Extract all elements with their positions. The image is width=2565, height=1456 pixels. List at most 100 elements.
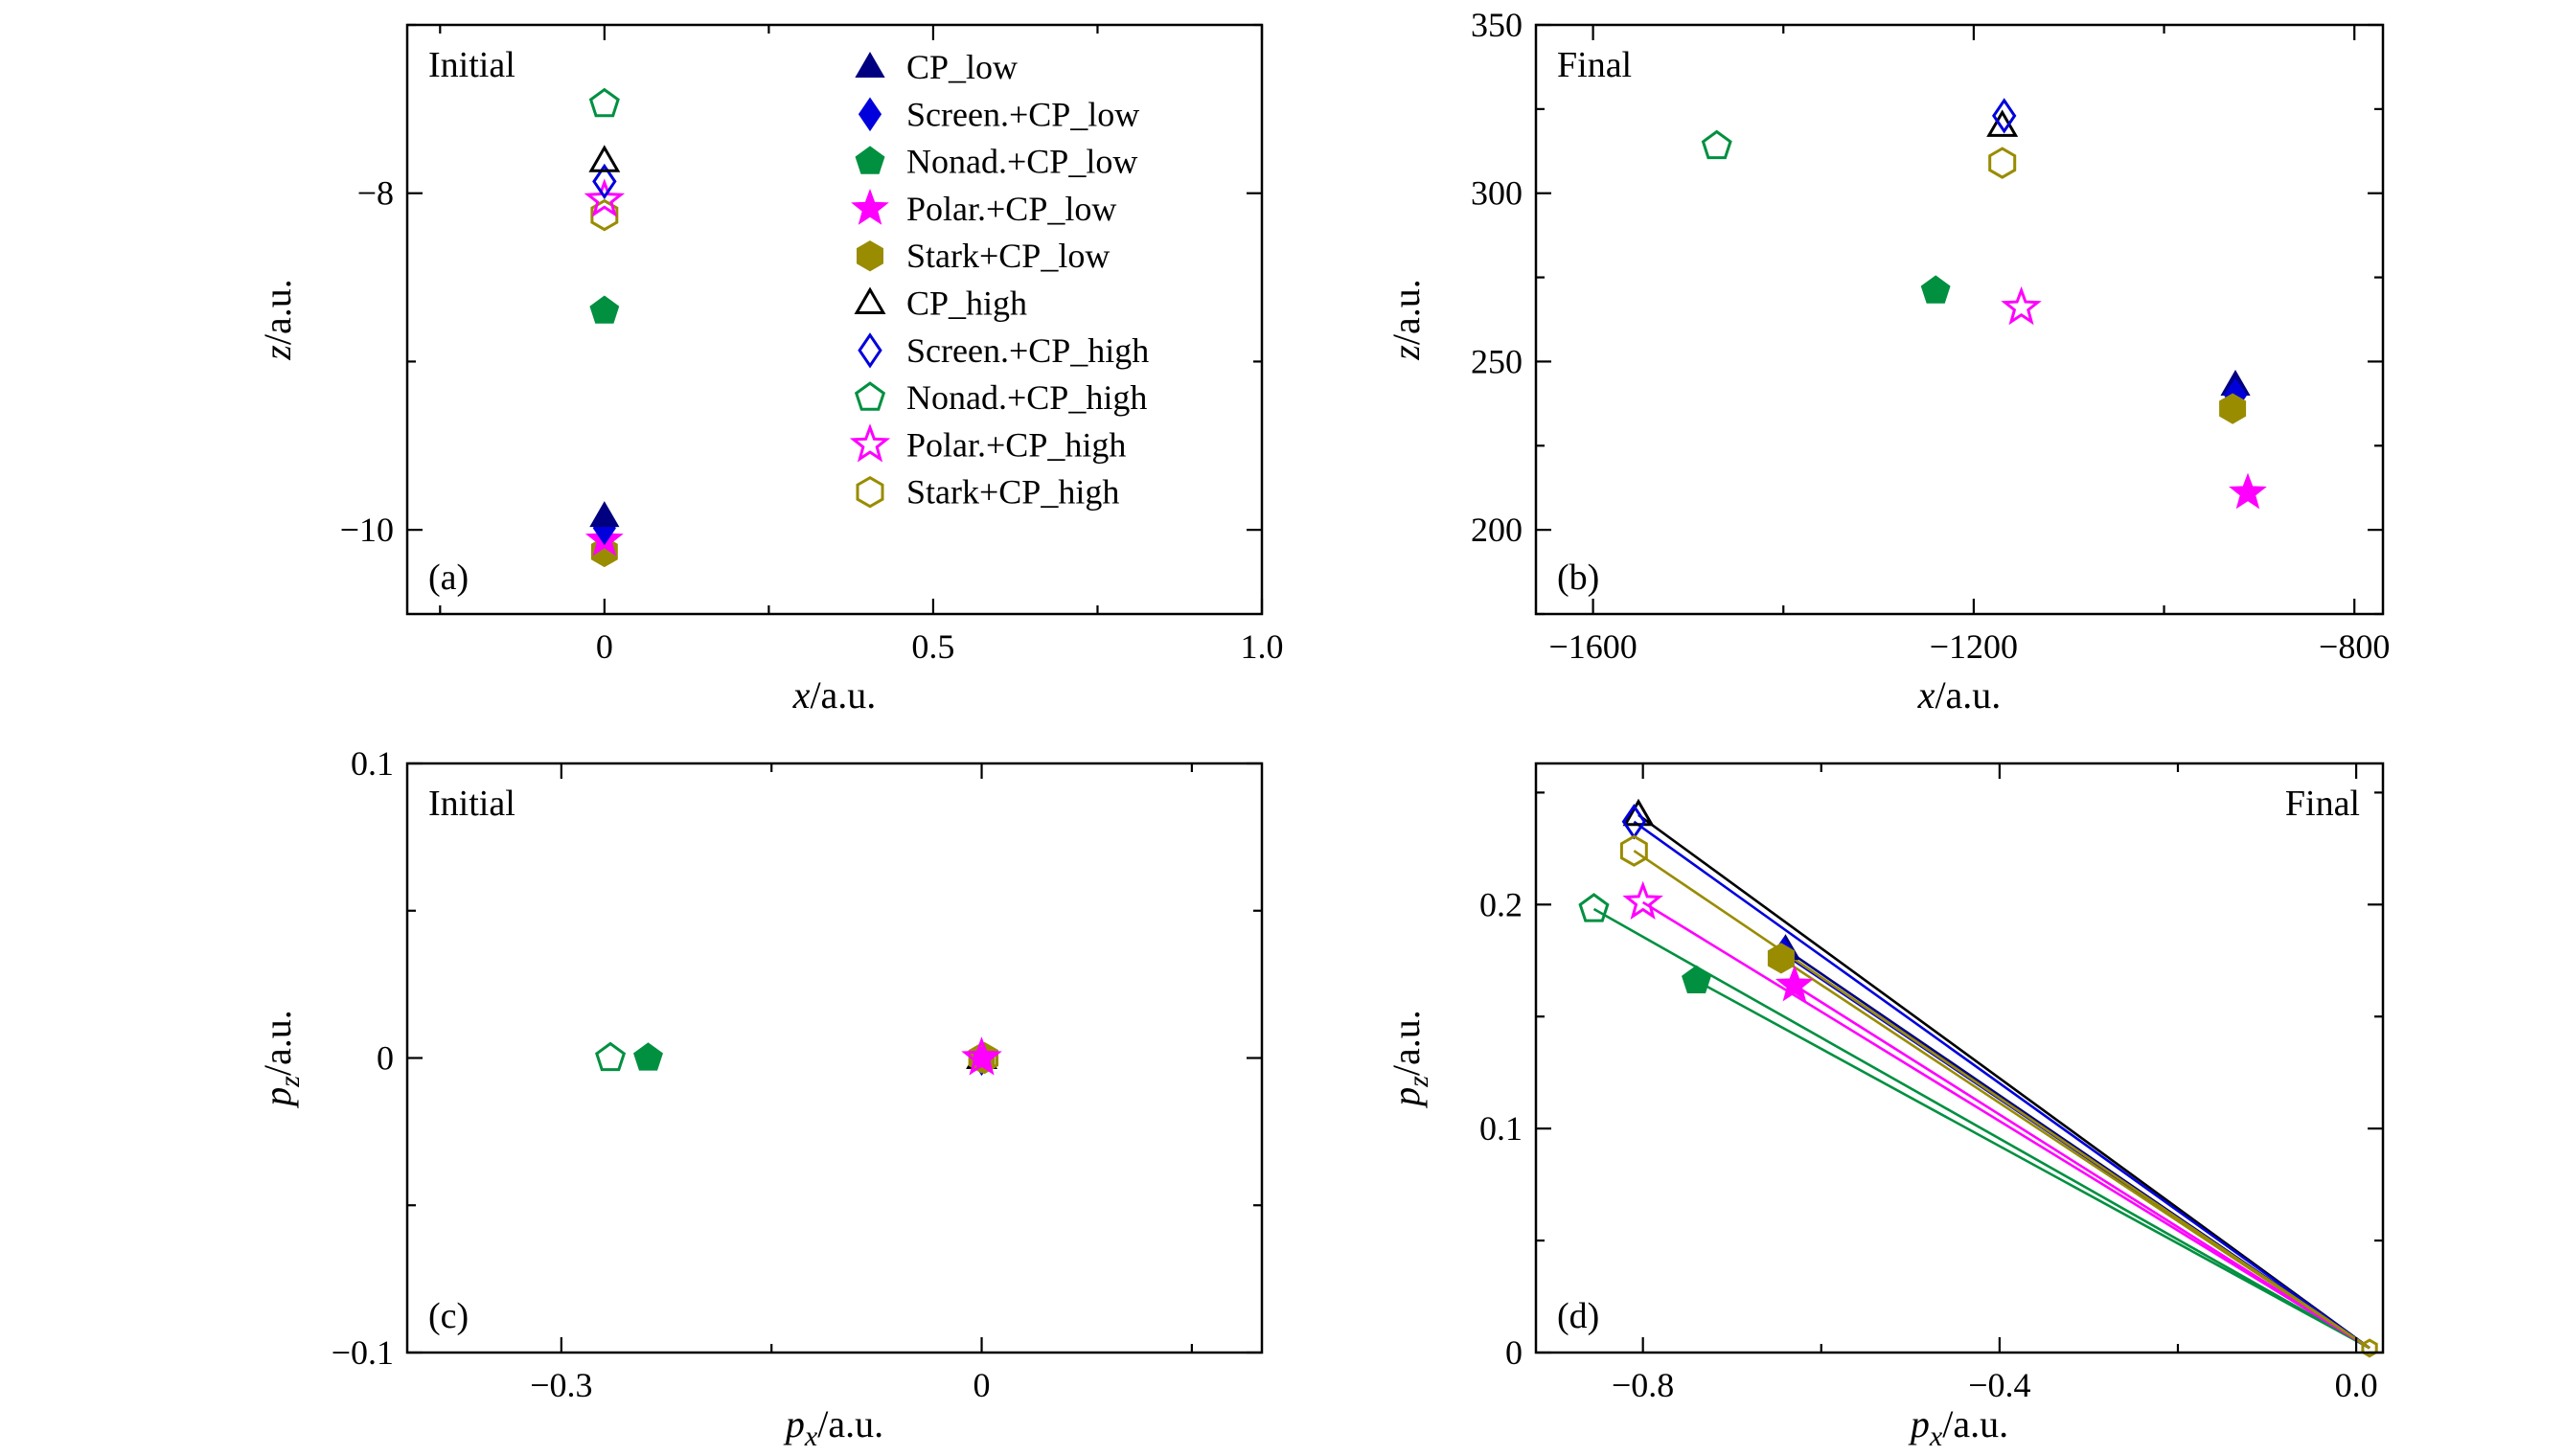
panel-a-yaxis-title: z/a.u. — [256, 279, 299, 360]
legend-marker-Polar_CP_low — [851, 189, 889, 225]
x-tick-label: 0.5 — [911, 627, 954, 666]
legend-label-CP_low: CP_low — [906, 48, 1018, 86]
legend-label-Polar_CP_low: Polar.+CP_low — [906, 190, 1116, 228]
x-tick-label: −0.8 — [1612, 1366, 1674, 1404]
panel-b-title: Final — [1557, 45, 1632, 85]
marker-Polar_CP_high — [584, 178, 626, 217]
panel-a: 0 0.5 1.0 −10 −8 Initial (a) x/a.u. z/a.u. CP_low… — [256, 23, 1284, 717]
legend-marker-Stark_CP_low — [857, 240, 883, 272]
x-tick-label: −0.3 — [530, 1366, 592, 1404]
panel-c-yaxis-title: pz/a.u. — [256, 1010, 306, 1109]
legend-entry-Stark_CP_high: Stark+CP_high — [856, 473, 1119, 512]
legend-marker-Screen_CP_low — [858, 97, 882, 132]
marker-Stark_CP_low — [2219, 393, 2247, 424]
legend-entry-Screen_CP_low: Screen.+CP_low — [858, 95, 1139, 133]
panel-d-xaxis-title: px/a.u. — [1908, 1402, 2008, 1452]
marker-Screen_CP_high — [1991, 98, 2017, 134]
x-tick-label: 1.0 — [1241, 627, 1284, 666]
legend-entry-CP_low: CP_low — [855, 48, 1018, 86]
y-tick-label: 300 — [1471, 174, 1523, 213]
trajectory-line-Screen_CP_high — [1633, 820, 2370, 1350]
legend-entry-Screen_CP_high: Screen.+CP_high — [858, 331, 1149, 370]
marker-Stark_CP_high — [1619, 834, 1648, 867]
panel-b-corner-label: (b) — [1557, 557, 1599, 598]
marker-Stark_CP_high — [590, 198, 619, 232]
marker-Nonad_CP_low — [633, 1042, 663, 1071]
marker-Polar_CP_high — [1622, 880, 1663, 920]
x-tick-label: 0 — [596, 627, 613, 666]
panel-b-frame — [1534, 23, 2385, 616]
y-tick-label: 250 — [1471, 342, 1523, 380]
y-tick-label: 0.1 — [1479, 1109, 1523, 1148]
panel-a-frame — [405, 23, 1264, 616]
marker-Polar_CP_low — [2229, 472, 2267, 510]
marker-Polar_CP_low — [1775, 965, 1814, 1002]
legend-entry-Nonad_CP_low: Nonad.+CP_low — [855, 143, 1137, 181]
x-tick-label: −0.4 — [1968, 1366, 2030, 1404]
x-tick-label: −1600 — [1548, 627, 1637, 666]
legend-marker-Screen_CP_high — [858, 332, 882, 369]
y-tick-label: 0 — [377, 1039, 394, 1078]
x-tick-label: −1200 — [1930, 627, 2018, 666]
trajectory-line-CP_high — [1637, 813, 2370, 1350]
marker-Nonad_CP_low — [1682, 965, 1711, 993]
panel-d-yaxis-title: pz/a.u. — [1385, 1010, 1434, 1109]
panel-a-title: Initial — [428, 45, 515, 85]
panel-d-frame — [1534, 762, 2385, 1354]
x-tick-label: 0.0 — [2335, 1366, 2378, 1404]
marker-CP_high — [1622, 798, 1655, 827]
panel-a-corner-label: (a) — [428, 557, 469, 598]
panel-d: −0.8 −0.4 0.0 0 0.1 0.2 Final (d) px/a.u. pz/a.u. — [1385, 762, 2385, 1452]
y-tick-label: −10 — [340, 511, 394, 549]
legend-entry-Polar_CP_low: Polar.+CP_low — [851, 189, 1116, 228]
marker-CP_low — [589, 501, 620, 528]
legend-label-Polar_CP_high: Polar.+CP_high — [906, 425, 1126, 464]
legend-entry-Nonad_CP_high: Nonad.+CP_high — [854, 378, 1147, 417]
y-tick-label: −0.1 — [332, 1333, 394, 1372]
panel-c-corner-label: (c) — [428, 1296, 469, 1336]
panel-c-xaxis-title: px/a.u. — [783, 1402, 883, 1452]
trajectory-line-Nonad_CP_low — [1695, 979, 2370, 1350]
y-tick-label: 200 — [1471, 511, 1523, 549]
trajectory-line-Polar_CP_high — [1641, 900, 2370, 1350]
legend-marker-CP_high — [854, 286, 886, 314]
legend-marker-Nonad_CP_high — [854, 381, 886, 411]
panel-d-corner-label: (d) — [1557, 1296, 1599, 1336]
legend-entry-Stark_CP_low: Stark+CP_low — [857, 237, 1110, 275]
trajectory-line-Polar_CP_low — [1794, 984, 2370, 1350]
legend-marker-Stark_CP_high — [856, 475, 884, 509]
y-tick-label: −8 — [357, 174, 394, 213]
marker-Nonad_CP_high — [595, 1041, 627, 1072]
legend-label-Nonad_CP_high: Nonad.+CP_high — [906, 378, 1147, 417]
y-tick-label: 0 — [1505, 1333, 1523, 1372]
legend-marker-CP_low — [855, 52, 885, 78]
marker-CP_high — [588, 145, 621, 172]
x-tick-label: 0 — [973, 1366, 991, 1404]
marker-Stark_CP_low — [1767, 943, 1795, 974]
trajectory-line-Nonad_CP_high — [1592, 907, 2370, 1350]
legend: CP_low Screen.+CP_low Nonad.+CP_low Polar.+… — [849, 48, 1149, 512]
marker-Nonad_CP_high — [1701, 129, 1732, 160]
marker-Nonad_CP_low — [589, 295, 620, 324]
panel-d-title: Final — [2285, 784, 2360, 824]
legend-label-Nonad_CP_low: Nonad.+CP_low — [906, 143, 1137, 181]
panel-b-yaxis-title: z/a.u. — [1385, 279, 1428, 360]
panel-c-title: Initial — [428, 784, 515, 824]
y-tick-label: 350 — [1471, 6, 1523, 44]
panel-b: −1600 −1200 −800 200 250 300 350 Final (b) x/a.u.… — [1385, 6, 2390, 717]
panel-c: −0.3 0 −0.1 0 0.1 Initial (c) px/a.u. pz/a.u. — [256, 744, 1264, 1452]
legend-label-Stark_CP_low: Stark+CP_low — [906, 237, 1110, 275]
legend-entry-Polar_CP_high: Polar.+CP_high — [849, 423, 1126, 464]
legend-entry-CP_high: CP_high — [854, 284, 1027, 323]
legend-label-Screen_CP_high: Screen.+CP_high — [906, 331, 1149, 370]
legend-marker-Nonad_CP_low — [855, 146, 885, 174]
panel-b-xaxis-title: x/a.u. — [1917, 673, 2002, 717]
trajectory-line-Stark_CP_low — [1780, 957, 2370, 1350]
marker-Polar_CP_high — [2001, 285, 2042, 326]
legend-label-CP_high: CP_high — [906, 284, 1027, 323]
trajectory-line-Stark_CP_high — [1633, 850, 2370, 1350]
panel-a-xaxis-title: x/a.u. — [792, 673, 877, 717]
marker-Screen_CP_high — [592, 163, 617, 200]
legend-label-Stark_CP_high: Stark+CP_high — [906, 473, 1119, 512]
